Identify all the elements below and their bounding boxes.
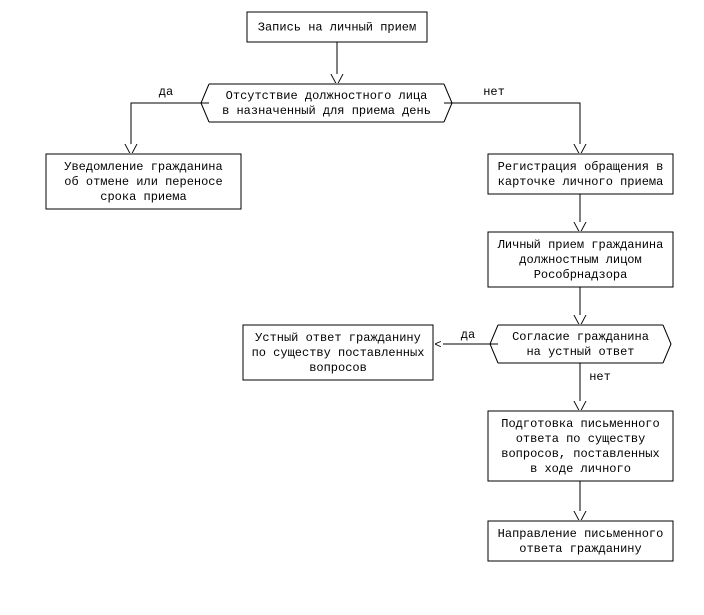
flowchart-node-n1: Запись на личный прием xyxy=(247,12,427,42)
node-text: Запись на личный прием xyxy=(258,21,416,35)
node-text: Личный прием гражданина xyxy=(497,238,664,252)
node-text: срока приема xyxy=(100,190,186,204)
flowchart-edge-e2: \/ да xyxy=(124,85,209,157)
node-text: ответа по существу xyxy=(516,432,646,446)
flowchart-edge-e7: \/ нет xyxy=(573,363,611,414)
decision-right-bracket xyxy=(663,325,671,363)
node-text: Устный ответ гражданину xyxy=(255,331,421,345)
arrow-head: \/ xyxy=(573,400,587,414)
edge-label: нет xyxy=(483,85,505,99)
arrow-head: \/ xyxy=(573,314,587,328)
node-text: вопросов xyxy=(309,361,367,375)
node-text: Подготовка письменного xyxy=(501,417,659,431)
node-text: Направление письменного xyxy=(498,527,664,541)
edge-label: да xyxy=(461,328,475,342)
flowchart-node-n2: Отсутствие должностного лицав назначенны… xyxy=(201,84,452,122)
edge-line xyxy=(131,103,209,144)
arrow-head: \/ xyxy=(330,73,344,87)
flowchart-edge-e1: \/ xyxy=(330,42,344,87)
arrow-head: \/ xyxy=(573,221,587,235)
node-text: Регистрация обращения в xyxy=(498,160,664,174)
node-text: по существу поставленных xyxy=(252,346,425,360)
node-text: Отсутствие должностного лица xyxy=(226,89,428,103)
edge-label: да xyxy=(159,85,173,99)
arrow-head: \/ xyxy=(124,143,138,157)
flowchart-edge-e6: < да xyxy=(434,328,498,352)
node-text: об отмене или переносе xyxy=(64,175,222,189)
flowchart-edge-e8: \/ xyxy=(573,481,587,524)
arrow-head: \/ xyxy=(573,143,587,157)
flowchart-edge-e3: \/ нет xyxy=(444,85,587,157)
arrow-head: \/ xyxy=(573,510,587,524)
flowchart-edge-e5: \/ xyxy=(573,287,587,328)
flowchart-node-n6: Согласие гражданинана устный ответ xyxy=(490,325,671,363)
node-text: в назначенный для приема день xyxy=(222,104,431,118)
flowchart-node-n8: Подготовка письменногоответа по существу… xyxy=(488,411,673,481)
edge-line xyxy=(444,103,580,144)
node-text: в ходе личного xyxy=(530,462,631,476)
flowchart-node-n9: Направление письменногоответа гражданину xyxy=(488,521,673,561)
flowchart-edge-e4: \/ xyxy=(573,194,587,235)
node-text: Согласие гражданина xyxy=(512,330,649,344)
node-text: карточке личного приема xyxy=(498,175,664,189)
flowchart-node-n5: Личный прием гражданинадолжностным лицом… xyxy=(488,232,673,287)
node-text: Рособрнадзора xyxy=(534,268,628,282)
flowchart-node-n4: Регистрация обращения вкарточке личного … xyxy=(488,154,673,194)
node-text: Уведомление гражданина xyxy=(64,160,222,174)
flowchart-node-n3: Уведомление гражданинаоб отмене или пере… xyxy=(46,154,241,209)
node-text: на устный ответ xyxy=(526,345,634,359)
arrow-head: < xyxy=(434,338,441,352)
node-text: ответа гражданину xyxy=(519,542,641,556)
flowchart-node-n7: Устный ответ гражданинупо существу поста… xyxy=(243,325,433,380)
edge-label: нет xyxy=(589,370,611,384)
node-text: должностным лицом xyxy=(519,253,641,267)
node-text: вопросов, поставленных xyxy=(501,447,659,461)
